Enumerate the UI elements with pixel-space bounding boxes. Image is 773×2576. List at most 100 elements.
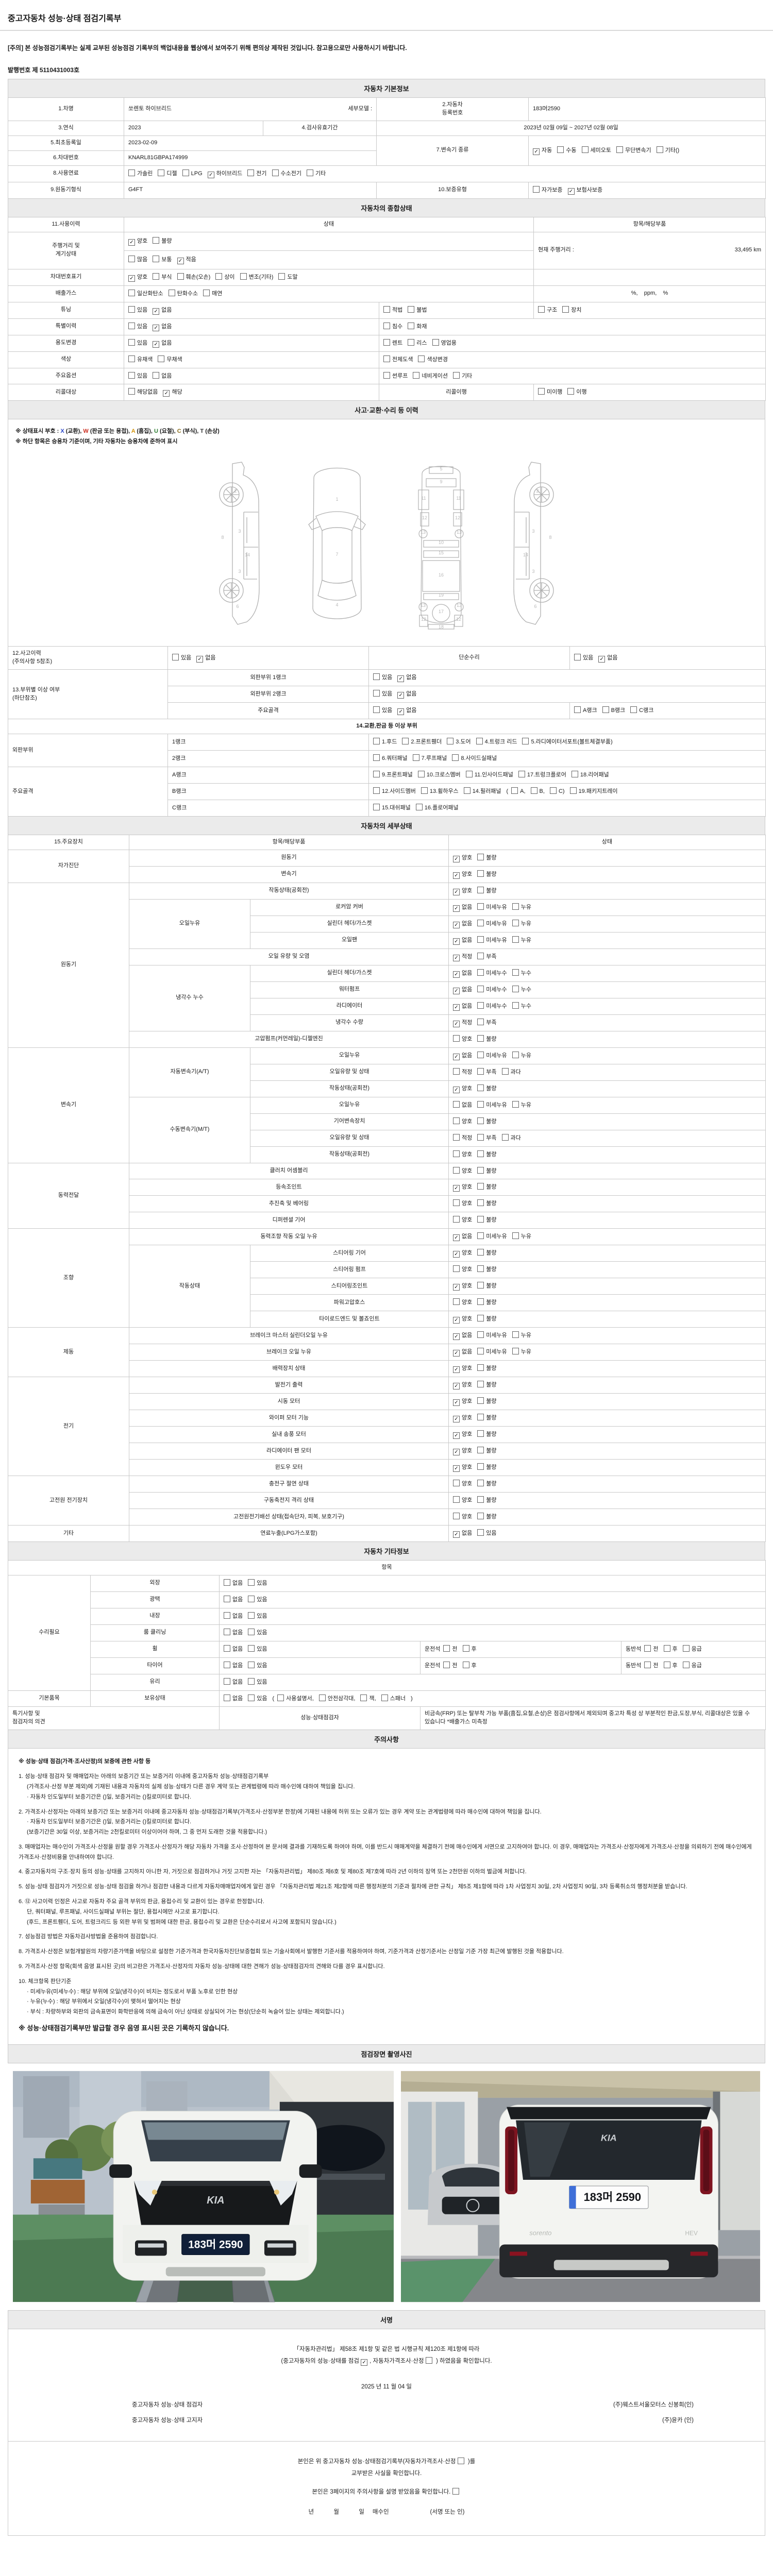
checkbox-unchecked-icon[interactable]	[477, 969, 484, 976]
check-option[interactable]: ✓ 양호	[453, 870, 472, 879]
checkbox-unchecked-icon[interactable]	[224, 1645, 230, 1652]
check-option[interactable]: 미이행	[538, 387, 562, 397]
check-option[interactable]: 불량	[477, 1364, 497, 1374]
check-option[interactable]: 미세누유	[477, 1232, 507, 1242]
check-option[interactable]: ✓ 없음	[397, 690, 417, 699]
check-cell[interactable]: 1.후드 2.프론트휀더 3.도어 4.트렁크 리드 5.라디에이터서포트(볼트체결부품…	[368, 734, 766, 751]
check-option[interactable]: 렌트	[383, 338, 402, 348]
check-option[interactable]: 기타	[306, 169, 326, 179]
checkbox-unchecked-icon[interactable]	[512, 936, 519, 943]
checkbox-unchecked-icon[interactable]	[453, 1216, 460, 1223]
check-option[interactable]: 부식	[153, 273, 172, 282]
checkbox-unchecked-icon[interactable]	[549, 787, 557, 794]
checkbox-checked-icon[interactable]: ✓	[453, 1366, 460, 1374]
check-option[interactable]: ✓ 양호	[453, 1430, 472, 1439]
checkbox-unchecked-icon[interactable]	[224, 1595, 230, 1602]
check-option[interactable]: 없음	[224, 1612, 243, 1621]
checkbox-unchecked-icon[interactable]	[128, 255, 135, 262]
check-cell[interactable]: ✓ 양호 불량	[448, 1393, 766, 1411]
check-option[interactable]: 불법	[408, 306, 427, 315]
checkbox-unchecked-icon[interactable]	[512, 1232, 519, 1240]
check-option[interactable]: 미세누유	[477, 1347, 507, 1357]
check-option[interactable]: ✓ 하이브리드	[207, 170, 242, 179]
check-option[interactable]: 기타	[452, 371, 472, 381]
checkbox-unchecked-icon[interactable]	[644, 1661, 651, 1668]
check-option[interactable]: 응급	[682, 1661, 702, 1671]
checkbox-unchecked-icon[interactable]	[177, 273, 184, 280]
checkbox-unchecked-icon[interactable]	[477, 870, 484, 877]
check-option[interactable]: 없음	[224, 1694, 243, 1704]
checkbox-unchecked-icon[interactable]	[477, 1315, 484, 1322]
checkbox-unchecked-icon[interactable]	[425, 2357, 432, 2364]
check-option[interactable]: 누유	[512, 1100, 531, 1110]
check-option[interactable]: 불량	[477, 1248, 497, 1258]
checkbox-unchecked-icon[interactable]	[408, 306, 415, 313]
check-option[interactable]: 불량	[477, 1084, 497, 1094]
checkbox-unchecked-icon[interactable]	[383, 322, 390, 329]
checkbox-checked-icon[interactable]: ✓	[453, 1383, 460, 1390]
check-option[interactable]: 불량	[477, 1479, 497, 1489]
check-option[interactable]: ✓ 양호	[453, 1414, 472, 1423]
check-option[interactable]: 없음	[224, 1579, 243, 1588]
checkbox-unchecked-icon[interactable]	[383, 338, 390, 346]
checkbox-unchecked-icon[interactable]	[453, 1265, 460, 1273]
check-option[interactable]: 수소전기	[272, 169, 301, 179]
checkbox-unchecked-icon[interactable]	[383, 371, 390, 379]
check-cell[interactable]: 양호 불량	[448, 1162, 766, 1180]
checkbox-unchecked-icon[interactable]	[306, 169, 313, 176]
checkbox-unchecked-icon[interactable]	[477, 1364, 484, 1371]
check-cell[interactable]: ✓ 양호 불량	[448, 1459, 766, 1477]
checkbox-unchecked-icon[interactable]	[477, 1002, 484, 1009]
check-option[interactable]: 양호	[453, 1265, 472, 1275]
check-option[interactable]: 누유	[512, 1331, 531, 1341]
check-cell[interactable]: 구조 장치	[533, 301, 766, 319]
check-option[interactable]: 있음	[248, 1645, 267, 1654]
checkbox-unchecked-icon[interactable]	[476, 738, 483, 745]
checkbox-unchecked-icon[interactable]	[373, 690, 380, 697]
check-option[interactable]: 네비게이션	[413, 371, 448, 381]
checkbox-unchecked-icon[interactable]	[682, 1661, 690, 1668]
check-cell[interactable]: ✓ 양호 부식 훼손(오손) 상이 변조(기타) 도말	[124, 268, 534, 286]
check-cell[interactable]: 동반석 전 후 응급	[620, 1640, 766, 1658]
checkbox-unchecked-icon[interactable]	[224, 1579, 230, 1586]
check-option[interactable]: ✓ 없음	[453, 1232, 472, 1242]
checkbox-unchecked-icon[interactable]	[413, 371, 420, 379]
check-option[interactable]: 5.라디에이터서포트(볼트체결부품)	[522, 737, 613, 747]
check-option[interactable]: 누유	[512, 1347, 531, 1357]
checkbox-unchecked-icon[interactable]	[373, 754, 380, 761]
checkbox-unchecked-icon[interactable]	[463, 787, 470, 794]
checkbox-unchecked-icon[interactable]	[453, 1199, 460, 1207]
checkbox-unchecked-icon[interactable]	[477, 853, 484, 860]
checkbox-unchecked-icon[interactable]	[240, 273, 247, 280]
checkbox-unchecked-icon[interactable]	[477, 1249, 484, 1256]
check-option[interactable]: ✓ 양호	[453, 1084, 472, 1094]
checkbox-unchecked-icon[interactable]	[453, 1117, 460, 1124]
checkbox-checked-icon[interactable]: ✓	[128, 275, 135, 282]
checkbox-checked-icon[interactable]: ✓	[533, 148, 540, 155]
check-option[interactable]: 과다	[501, 1067, 521, 1077]
check-option[interactable]: 후	[663, 1645, 678, 1654]
check-cell[interactable]: 15.대쉬패널 16.플로어패널	[368, 800, 766, 817]
check-option[interactable]: 전체도색	[383, 355, 413, 365]
check-option[interactable]: ✓ 없음	[196, 654, 216, 663]
checkbox-checked-icon[interactable]: ✓	[453, 1234, 460, 1242]
check-cell[interactable]: ✓ 양호 불량	[448, 1410, 766, 1427]
checkbox-unchecked-icon[interactable]	[533, 185, 540, 193]
check-option[interactable]: ✓ 보험사보증	[567, 186, 602, 195]
check-option[interactable]: 자가보증	[533, 185, 563, 195]
checkbox-unchecked-icon[interactable]	[248, 1612, 255, 1619]
checkbox-unchecked-icon[interactable]	[158, 169, 165, 176]
checkbox-unchecked-icon[interactable]	[477, 952, 484, 959]
check-cell[interactable]: 없음 있음	[219, 1607, 766, 1625]
check-cell[interactable]: ✓ 양호 불량	[448, 1179, 766, 1196]
checkbox-unchecked-icon[interactable]	[477, 1397, 484, 1404]
check-option[interactable]: 14.필러패널	[463, 787, 501, 796]
checkbox-unchecked-icon[interactable]	[443, 1661, 450, 1668]
checkbox-unchecked-icon[interactable]	[453, 1067, 460, 1075]
check-cell[interactable]: ✓ 양호 불량	[448, 866, 766, 883]
check-option[interactable]: 불량	[477, 1463, 497, 1472]
check-cell[interactable]: ✓ 없음 미세누유 누유	[448, 1327, 766, 1345]
checkbox-unchecked-icon[interactable]	[477, 1282, 484, 1289]
checkbox-checked-icon[interactable]: ✓	[567, 188, 575, 195]
check-option[interactable]: 도말	[278, 273, 298, 282]
